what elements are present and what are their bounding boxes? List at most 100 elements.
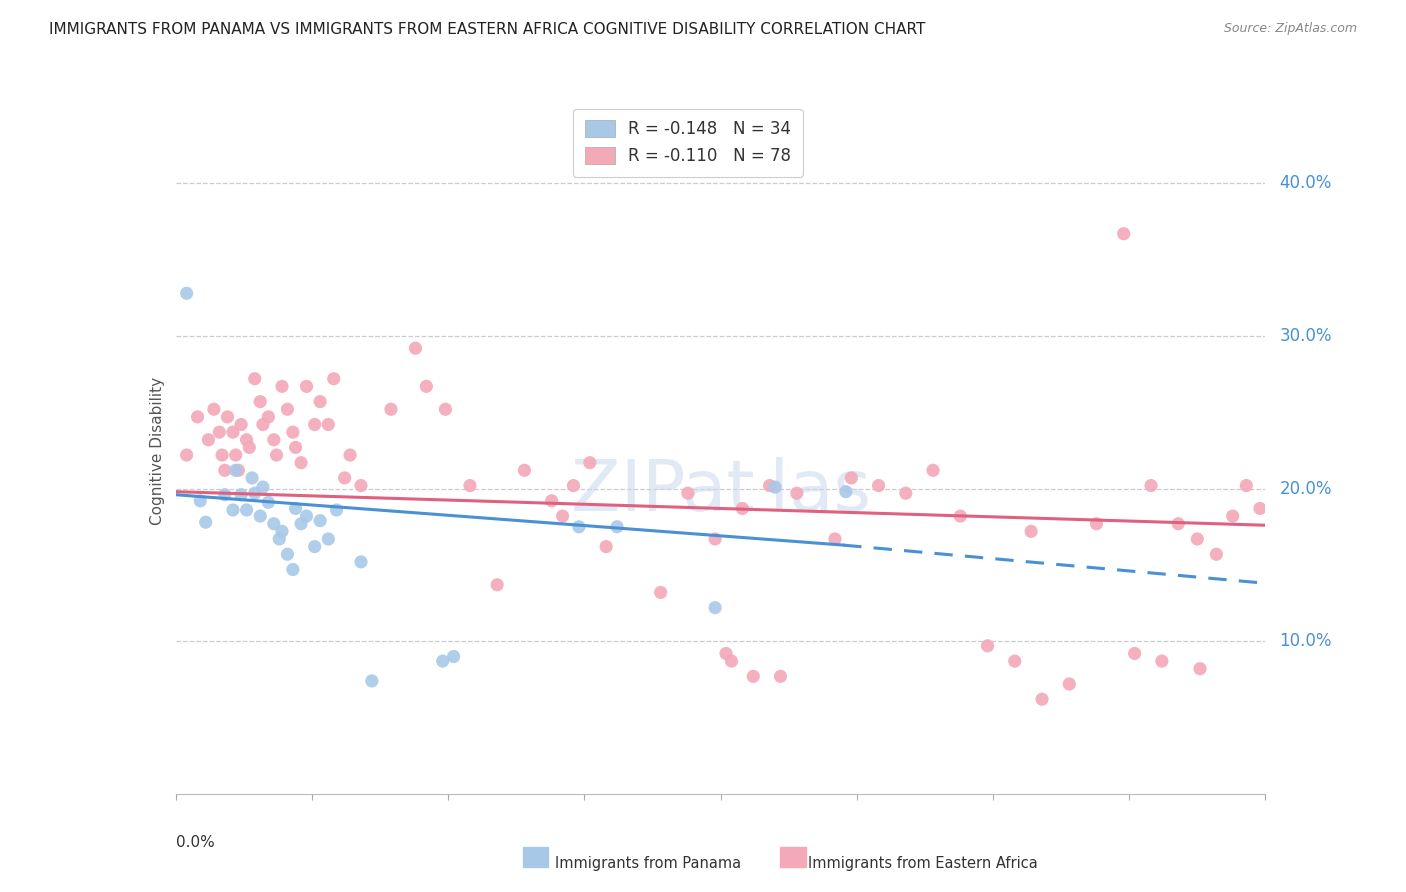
Point: [284, 501, 307, 516]
Point: [1140, 478, 1163, 492]
Point: [243, 372, 266, 386]
Y-axis label: Cognitive Disability: Cognitive Disability: [149, 376, 165, 524]
Point: [432, 654, 454, 668]
Text: Source: ZipAtlas.com: Source: ZipAtlas.com: [1223, 22, 1357, 36]
Point: [309, 394, 332, 409]
Point: [194, 515, 217, 529]
Point: [949, 509, 972, 524]
Point: [176, 286, 198, 301]
Text: 0.0%: 0.0%: [176, 835, 215, 850]
Point: [222, 425, 245, 439]
Point: [405, 341, 427, 355]
Point: [276, 402, 298, 417]
Point: [704, 600, 727, 615]
Text: ZIPat las: ZIPat las: [571, 458, 870, 526]
Point: [434, 402, 457, 417]
Point: [922, 463, 945, 477]
Point: [1222, 509, 1244, 524]
Point: [263, 516, 285, 531]
Point: [1031, 692, 1053, 706]
Point: [360, 673, 382, 688]
Point: [309, 514, 332, 528]
Point: [318, 532, 340, 546]
Point: [1019, 524, 1042, 539]
Point: [197, 433, 219, 447]
Point: [415, 379, 437, 393]
Point: [704, 532, 727, 546]
Point: [714, 647, 737, 661]
Point: [835, 484, 858, 499]
Text: 20.0%: 20.0%: [1279, 480, 1331, 498]
Point: [271, 379, 294, 393]
Point: [276, 547, 298, 561]
Point: [513, 463, 536, 477]
Point: [786, 486, 808, 500]
Text: Immigrants from Eastern Africa: Immigrants from Eastern Africa: [808, 856, 1038, 871]
Point: [1189, 662, 1212, 676]
Point: [231, 417, 253, 432]
Point: [202, 402, 225, 417]
Point: [458, 478, 481, 492]
Point: [540, 493, 562, 508]
Point: [868, 478, 890, 492]
Point: [731, 501, 754, 516]
Point: [252, 480, 274, 494]
Point: [894, 486, 917, 500]
Point: [1085, 516, 1108, 531]
Point: [841, 471, 863, 485]
Point: [350, 555, 373, 569]
Point: [243, 486, 266, 500]
Legend: R = -0.148   N = 34, R = -0.110   N = 78: R = -0.148 N = 34, R = -0.110 N = 78: [574, 109, 803, 177]
Point: [176, 448, 198, 462]
Point: [568, 520, 591, 534]
Point: [249, 394, 271, 409]
Point: [217, 409, 239, 424]
Point: [606, 520, 628, 534]
Point: [290, 456, 312, 470]
Point: [763, 480, 786, 494]
Point: [214, 463, 236, 477]
Text: 30.0%: 30.0%: [1279, 327, 1331, 345]
Text: 10.0%: 10.0%: [1279, 632, 1331, 650]
Point: [269, 532, 291, 546]
Point: [325, 503, 347, 517]
Point: [1167, 516, 1189, 531]
Point: [339, 448, 361, 462]
Point: [304, 417, 326, 432]
Point: [249, 509, 271, 524]
Point: [228, 463, 250, 477]
Point: [208, 425, 231, 439]
Point: [235, 433, 257, 447]
Point: [290, 516, 312, 531]
Point: [231, 488, 253, 502]
Point: [281, 425, 304, 439]
Point: [443, 649, 465, 664]
Point: [551, 509, 574, 524]
Point: [562, 478, 585, 492]
Point: [333, 471, 356, 485]
Point: [595, 540, 617, 554]
Point: [824, 532, 846, 546]
Point: [257, 409, 280, 424]
Point: [1123, 647, 1146, 661]
Point: [281, 562, 304, 576]
Point: [235, 503, 257, 517]
Point: [252, 417, 274, 432]
Point: [1150, 654, 1173, 668]
Point: [1234, 478, 1257, 492]
Point: [284, 441, 307, 455]
Point: [1249, 501, 1271, 516]
Point: [769, 669, 792, 683]
Point: [238, 441, 260, 455]
Point: [742, 669, 765, 683]
Point: [211, 448, 233, 462]
Text: 40.0%: 40.0%: [1279, 174, 1331, 193]
Point: [295, 379, 318, 393]
Point: [380, 402, 402, 417]
Point: [758, 478, 780, 492]
Point: [225, 448, 247, 462]
Point: [976, 639, 998, 653]
Point: [263, 433, 285, 447]
Point: [266, 448, 288, 462]
Point: [186, 409, 209, 424]
